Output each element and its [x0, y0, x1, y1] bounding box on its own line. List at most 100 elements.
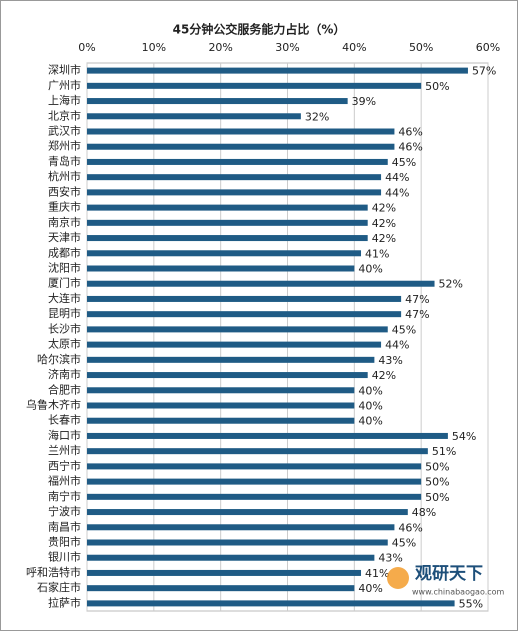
y-tick-label: 南昌市	[48, 519, 81, 533]
y-tick-label: 昆明市	[48, 306, 81, 320]
bar	[87, 372, 368, 379]
value-label: 45%	[392, 323, 416, 336]
y-tick-label: 呼和浩特市	[26, 565, 81, 579]
y-tick-label: 贵阳市	[48, 535, 81, 549]
chart-title: 45分钟公交服务能力占比（%）	[173, 22, 346, 37]
value-label: 45%	[392, 156, 416, 169]
bar	[87, 98, 348, 105]
bar	[87, 311, 402, 318]
watermark-url: www.chinabaogao.com	[412, 588, 505, 597]
value-label: 42%	[372, 232, 396, 245]
y-tick-label: 杭州市	[48, 169, 81, 183]
y-tick-label: 宁波市	[48, 504, 81, 518]
x-tick-label: 40%	[342, 41, 366, 54]
bar	[87, 448, 428, 455]
value-label: 42%	[372, 202, 396, 215]
value-label: 50%	[425, 460, 449, 473]
value-label: 48%	[412, 506, 436, 519]
bar	[87, 585, 355, 592]
y-tick-label: 乌鲁木齐市	[26, 398, 81, 412]
value-label: 40%	[358, 263, 382, 276]
value-label: 40%	[358, 582, 382, 595]
bar	[87, 189, 382, 196]
value-label: 44%	[385, 186, 409, 199]
value-label: 44%	[385, 339, 409, 352]
value-label: 47%	[405, 293, 429, 306]
y-tick-label: 海口市	[48, 428, 81, 442]
value-label: 54%	[452, 430, 476, 443]
bar	[87, 219, 368, 226]
y-tick-label: 上海市	[48, 93, 81, 107]
y-tick-label: 济南市	[48, 367, 81, 381]
value-label: 46%	[398, 126, 422, 139]
y-tick-label: 长沙市	[48, 321, 81, 335]
bar	[87, 82, 422, 89]
watermark-logo	[387, 567, 409, 589]
x-tick-label: 0%	[78, 41, 95, 54]
y-tick-label: 合肥市	[48, 382, 81, 396]
bar	[87, 341, 382, 348]
value-label: 50%	[425, 476, 449, 489]
y-tick-label: 兰州市	[48, 443, 81, 457]
bar	[87, 509, 408, 516]
value-label: 52%	[439, 278, 463, 291]
bar	[87, 235, 368, 242]
value-label: 32%	[305, 110, 329, 123]
y-tick-label: 深圳市	[48, 63, 81, 77]
y-tick-label: 哈尔滨市	[37, 352, 81, 366]
bar	[87, 326, 388, 333]
value-label: 51%	[432, 445, 456, 458]
value-label: 42%	[372, 217, 396, 230]
bar	[87, 295, 402, 302]
x-tick-label: 50%	[409, 41, 433, 54]
value-label: 46%	[398, 521, 422, 534]
value-label: 55%	[459, 597, 483, 610]
y-tick-label: 长春市	[48, 413, 81, 427]
bar	[87, 432, 448, 439]
y-tick-label: 银川市	[48, 550, 81, 564]
bar	[87, 250, 362, 257]
bar	[87, 387, 355, 394]
y-tick-label: 北京市	[48, 108, 81, 122]
x-tick-label: 20%	[208, 41, 232, 54]
bar	[87, 402, 355, 409]
watermark-brand: 观研天下	[414, 564, 483, 584]
bar	[87, 158, 388, 165]
value-label: 39%	[352, 95, 376, 108]
bar	[87, 204, 368, 211]
bar	[87, 524, 395, 531]
y-tick-label: 福州市	[48, 474, 81, 488]
bar	[87, 493, 422, 500]
value-label: 40%	[358, 400, 382, 413]
bar	[87, 554, 375, 561]
bar	[87, 478, 422, 485]
bar	[87, 463, 422, 470]
bar	[87, 280, 435, 287]
value-label: 46%	[398, 141, 422, 154]
value-label: 45%	[392, 537, 416, 550]
y-tick-label: 太原市	[48, 337, 81, 351]
y-tick-label: 成都市	[48, 245, 81, 259]
bar	[87, 143, 395, 150]
bar	[87, 174, 382, 181]
x-tick-label: 30%	[275, 41, 299, 54]
bar	[87, 113, 301, 120]
y-tick-label: 南宁市	[48, 489, 81, 503]
value-label: 41%	[365, 567, 389, 580]
y-tick-label: 石家庄市	[37, 580, 81, 594]
y-tick-label: 郑州市	[48, 139, 81, 153]
y-tick-label: 武汉市	[48, 124, 81, 138]
y-tick-label: 西安市	[48, 184, 81, 198]
y-tick-label: 天津市	[48, 230, 81, 244]
y-tick-label: 重庆市	[48, 200, 81, 214]
bar	[87, 356, 375, 363]
bar	[87, 600, 455, 607]
y-tick-label: 沈阳市	[48, 261, 81, 275]
value-label: 43%	[378, 354, 402, 367]
value-label: 41%	[365, 247, 389, 260]
y-tick-label: 南京市	[48, 215, 81, 229]
bar	[87, 417, 355, 424]
y-tick-label: 厦门市	[48, 276, 81, 290]
bar	[87, 539, 388, 546]
y-tick-label: 青岛市	[48, 154, 81, 168]
